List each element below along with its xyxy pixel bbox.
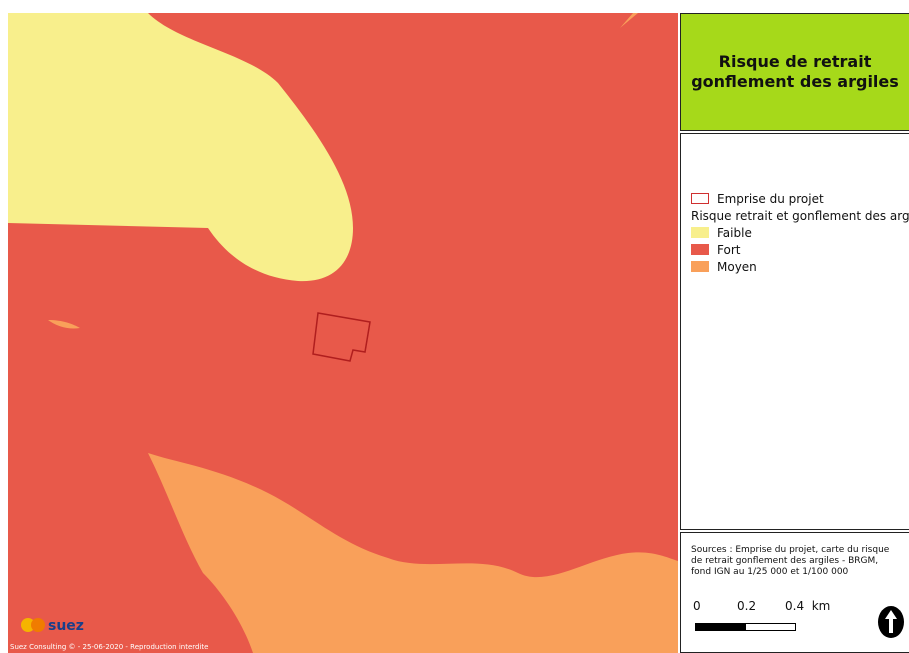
- scale-label: 0: [693, 599, 701, 613]
- risk-faible-area: [8, 13, 353, 282]
- title-box: Risque de retrait gonflement des argiles: [680, 13, 909, 131]
- legend-label: Faible: [717, 225, 752, 240]
- legend-group-label: Risque retrait et gonflement des argiles: [691, 208, 909, 223]
- legend-entry: Moyen: [691, 258, 909, 275]
- risk-moyen-area: [48, 320, 80, 329]
- scale-label: 0.4 km: [785, 599, 831, 613]
- scale-label: 0.2: [737, 599, 757, 613]
- copyright: Suez Consulting © - 25-06-2020 - Reprodu…: [10, 643, 208, 651]
- legend-label: Fort: [717, 242, 741, 257]
- title-line: gonflement des argiles: [691, 72, 899, 91]
- logo: suez: [21, 618, 84, 634]
- sources-box: Sources : Emprise du projet, carte du ri…: [680, 532, 909, 653]
- risk-moyen-area: [148, 453, 678, 653]
- project-outline: [312, 312, 371, 362]
- scale-bar: [695, 623, 796, 631]
- legend-entry: Faible: [691, 224, 909, 241]
- legend: Emprise du projet Risque retrait et gonf…: [680, 133, 909, 530]
- legend-label: Moyen: [717, 259, 757, 274]
- legend-entry: Emprise du projet: [691, 190, 909, 207]
- legend-label: Emprise du projet: [717, 191, 824, 206]
- north-arrow: [878, 606, 904, 638]
- sources-text: Sources : Emprise du projet, carte du ri…: [691, 545, 890, 577]
- legend-entry: Fort: [691, 241, 909, 258]
- logo-text: suez: [48, 618, 84, 634]
- map: suez Suez Consulting © - 25-06-2020 - Re…: [8, 13, 678, 653]
- risk-moyen-area: [620, 13, 638, 28]
- title-line: Risque de retrait: [718, 52, 872, 71]
- legend-group: Risque retrait et gonflement des argiles: [691, 207, 909, 224]
